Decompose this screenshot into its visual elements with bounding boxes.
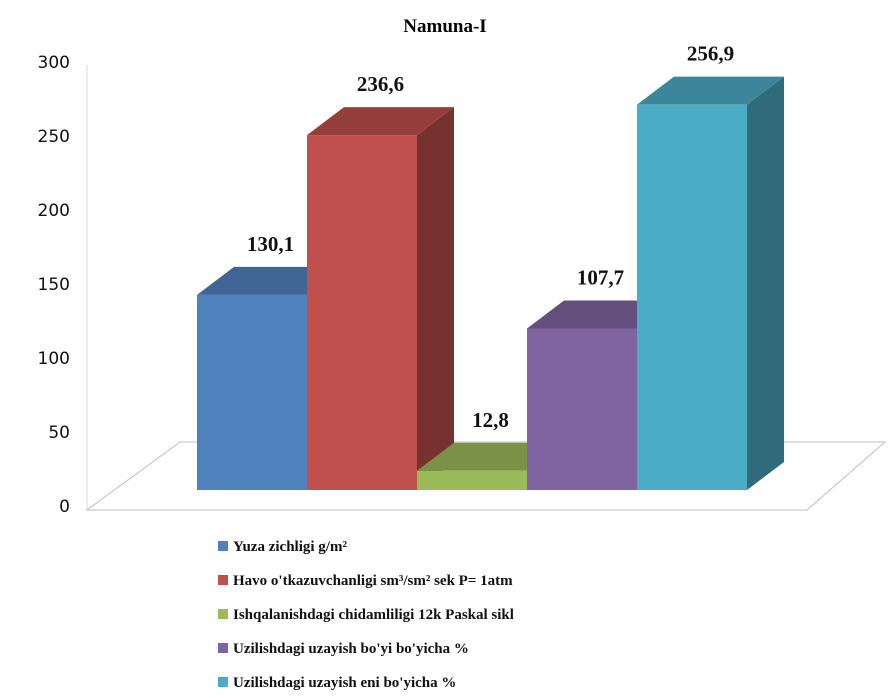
legend-swatch: [218, 609, 228, 619]
data-label: 107,7: [577, 265, 624, 289]
legend-label: Havo o'tkazuvchanligi sm³/sm² sek P= 1at…: [233, 573, 513, 589]
legend: Yuza zichligi g/m² Havo o'tkazuvchanligi …: [218, 539, 514, 691]
bar: [307, 107, 454, 490]
chart-title: Namuna-I: [403, 16, 486, 37]
bar: [637, 76, 784, 491]
data-label: 256,9: [687, 42, 734, 66]
legend-swatch: [218, 575, 228, 585]
bars: [197, 76, 784, 491]
y-tick-label: 100: [38, 349, 70, 369]
legend-label: Uzilishdagi uzayish eni bo'yicha %: [233, 675, 456, 691]
legend-item: Havo o'tkazuvchanligi sm³/sm² sek P= 1at…: [218, 573, 513, 589]
y-tick-label: 150: [38, 275, 70, 295]
bar-front: [417, 470, 527, 490]
bar-side: [417, 107, 454, 490]
y-axis: 0 50 100 150 200 250 300: [38, 53, 70, 517]
bar-front: [307, 135, 417, 490]
legend-label: Uzilishdagi uzayish bo'yi bo'yicha %: [233, 641, 469, 657]
y-tick-label: 0: [59, 497, 70, 517]
bar-side: [747, 76, 784, 491]
bar-front: [197, 294, 307, 490]
data-label: 12,8: [472, 408, 509, 432]
legend-swatch: [218, 643, 228, 653]
y-tick-label: 250: [38, 127, 70, 147]
data-label: 130,1: [247, 232, 294, 256]
data-labels: 130,1 236,6 12,8 107,7 256,9: [247, 42, 734, 432]
legend-item: Yuza zichligi g/m²: [218, 539, 347, 555]
y-tick-label: 50: [48, 423, 70, 443]
bar-top: [637, 76, 784, 105]
data-label: 236,6: [357, 72, 404, 96]
y-tick-label: 300: [38, 53, 70, 73]
legend-label: Ishqalanishdagi chidamliligi 12k Paskal …: [233, 607, 514, 623]
bar-top: [307, 107, 454, 136]
legend-label: Yuza zichligi g/m²: [233, 539, 347, 555]
bar-front: [527, 328, 637, 490]
bar-front: [637, 104, 747, 491]
legend-swatch: [218, 677, 228, 687]
y-tick-label: 200: [38, 201, 70, 221]
legend-item: Uzilishdagi uzayish bo'yi bo'yicha %: [218, 641, 469, 657]
legend-item: Ishqalanishdagi chidamliligi 12k Paskal …: [218, 607, 514, 623]
legend-swatch: [218, 541, 228, 551]
legend-item: Uzilishdagi uzayish eni bo'yicha %: [218, 675, 456, 691]
